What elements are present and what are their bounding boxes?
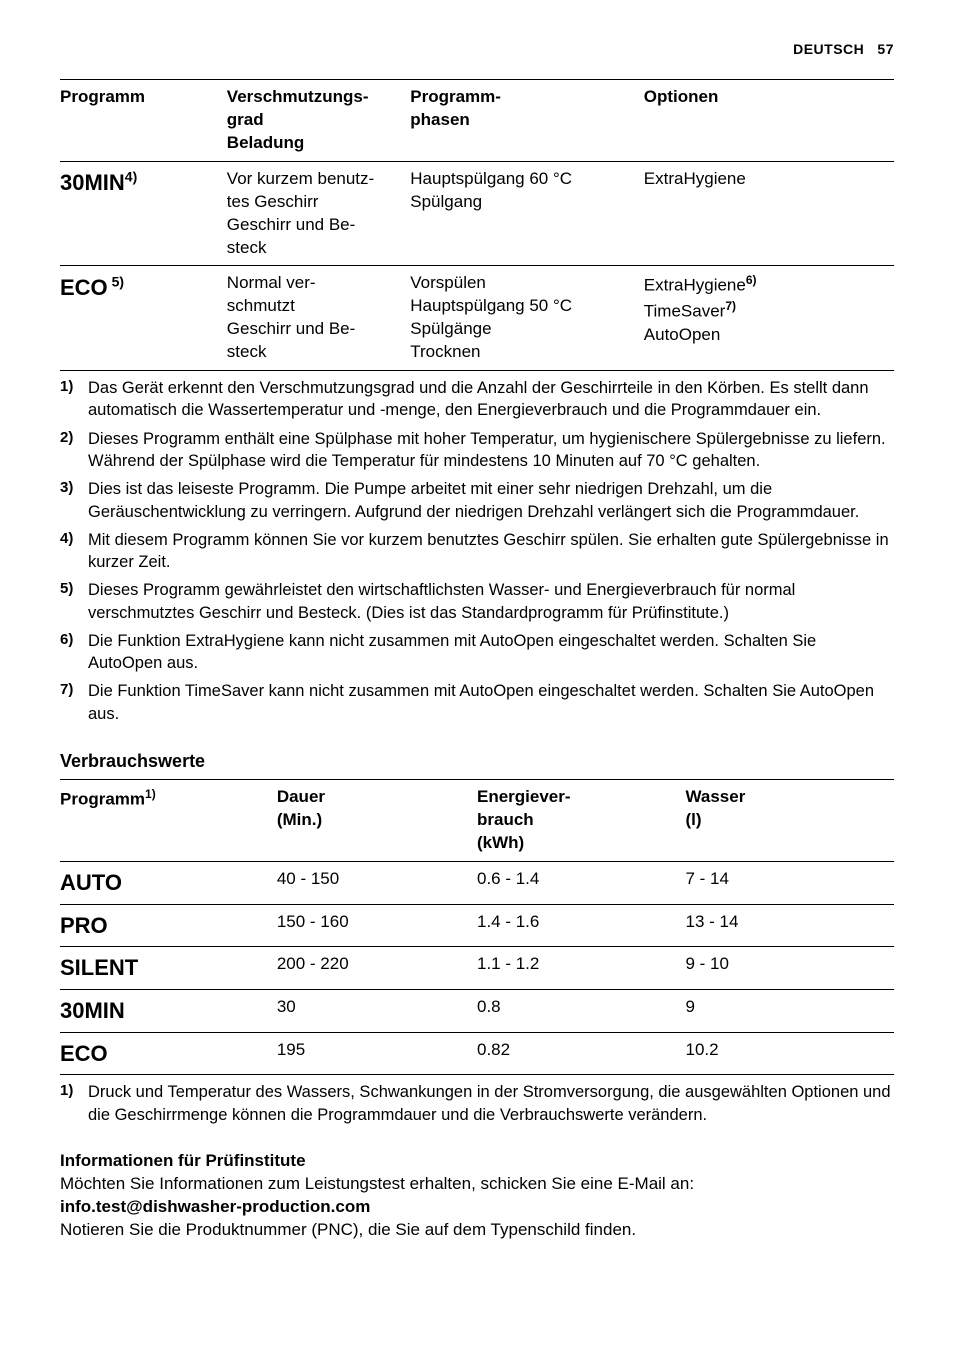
cell: 195 xyxy=(277,1032,477,1075)
program-name: ECO xyxy=(60,1041,108,1066)
cell: ExtraHygiene6)TimeSaver7)AutoOpen xyxy=(644,266,894,371)
table2-header: Programm1) xyxy=(60,780,277,862)
table2-header: Dauer(Min.) xyxy=(277,780,477,862)
footnote-number: 2) xyxy=(60,428,88,473)
table-row: 30MIN 300.89 xyxy=(60,990,894,1033)
consumption-table: Programm1)Dauer(Min.)Energiever-brauch(k… xyxy=(60,779,894,1075)
table-row: ECO 5) Normal ver-schmutztGeschirr und Be… xyxy=(60,266,894,371)
info-line1: Möchten Sie Informationen zum Leistungst… xyxy=(60,1173,894,1196)
cell: 9 - 10 xyxy=(685,947,894,990)
program-name: 30MIN4) xyxy=(60,170,137,195)
footnote: 4)Mit diesem Programm können Sie vor kur… xyxy=(60,529,894,574)
table-row: AUTO 40 - 1500.6 - 1.47 - 14 xyxy=(60,862,894,905)
section-title-consumption: Verbrauchswerte xyxy=(60,749,894,773)
table1-header: Programm-phasen xyxy=(410,79,644,161)
table-row: PRO 150 - 1601.4 - 1.613 - 14 xyxy=(60,904,894,947)
cell: 9 xyxy=(685,990,894,1033)
footnotes-2: 1)Druck und Temperatur des Wassers, Schw… xyxy=(60,1081,894,1126)
cell: 7 - 14 xyxy=(685,862,894,905)
table-row: 30MIN4) Vor kurzem benutz-tes GeschirrGes… xyxy=(60,161,894,266)
footnote: 6)Die Funktion ExtraHygiene kann nicht z… xyxy=(60,630,894,675)
cell: 200 - 220 xyxy=(277,947,477,990)
page-header: DEUTSCH 57 xyxy=(60,40,894,59)
cell: 1.1 - 1.2 xyxy=(477,947,686,990)
table2-header: Energiever-brauch(kWh) xyxy=(477,780,686,862)
footnote-text: Das Gerät erkennt den Verschmutzungsgrad… xyxy=(88,377,894,422)
table-row: SILENT 200 - 2201.1 - 1.29 - 10 xyxy=(60,947,894,990)
cell: 0.8 xyxy=(477,990,686,1033)
program-name: AUTO xyxy=(60,870,122,895)
footnote: 7)Die Funktion TimeSaver kann nicht zusa… xyxy=(60,680,894,725)
footnote: 3)Dies ist das leiseste Programm. Die Pu… xyxy=(60,478,894,523)
info-email: info.test@dishwasher-production.com xyxy=(60,1196,894,1219)
cell: Vor kurzem benutz-tes GeschirrGeschirr u… xyxy=(227,161,410,266)
footnote: 2)Dieses Programm enthält eine Spülphase… xyxy=(60,428,894,473)
footnote-number: 6) xyxy=(60,630,88,675)
program-name: 30MIN xyxy=(60,998,125,1023)
footnote-text: Dies ist das leiseste Programm. Die Pump… xyxy=(88,478,894,523)
program-name: PRO xyxy=(60,913,108,938)
info-block: Informationen für Prüfinstitute Möchten … xyxy=(60,1150,894,1242)
cell: Hauptspülgang 60 °CSpülgang xyxy=(410,161,644,266)
table-row: ECO 1950.8210.2 xyxy=(60,1032,894,1075)
program-name: ECO 5) xyxy=(60,275,124,300)
cell: 30 xyxy=(277,990,477,1033)
footnote: 1)Druck und Temperatur des Wassers, Schw… xyxy=(60,1081,894,1126)
footnote-number: 4) xyxy=(60,529,88,574)
footnote-text: Die Funktion TimeSaver kann nicht zusamm… xyxy=(88,680,894,725)
table1-header: Programm xyxy=(60,79,227,161)
header-lang: DEUTSCH xyxy=(793,41,864,57)
info-heading: Informationen für Prüfinstitute xyxy=(60,1150,894,1173)
footnote-text: Mit diesem Programm können Sie vor kurze… xyxy=(88,529,894,574)
footnote-number: 7) xyxy=(60,680,88,725)
cell: 0.6 - 1.4 xyxy=(477,862,686,905)
footnote-number: 3) xyxy=(60,478,88,523)
footnote-text: Dieses Programm enthält eine Spülphase m… xyxy=(88,428,894,473)
programs-table: ProgrammVerschmutzungs-gradBeladungProgr… xyxy=(60,79,894,371)
table1-header: Optionen xyxy=(644,79,894,161)
cell: 40 - 150 xyxy=(277,862,477,905)
cell: 1.4 - 1.6 xyxy=(477,904,686,947)
cell: 10.2 xyxy=(685,1032,894,1075)
footnote-number: 1) xyxy=(60,1081,88,1126)
header-page: 57 xyxy=(877,41,894,57)
info-line2: Notieren Sie die Produktnummer (PNC), di… xyxy=(60,1219,894,1242)
cell: Normal ver-schmutztGeschirr und Be-steck xyxy=(227,266,410,371)
program-name: SILENT xyxy=(60,955,138,980)
cell: 150 - 160 xyxy=(277,904,477,947)
footnote-number: 1) xyxy=(60,377,88,422)
cell: VorspülenHauptspülgang 50 °CSpülgängeTro… xyxy=(410,266,644,371)
footnote-number: 5) xyxy=(60,579,88,624)
footnote-text: Druck und Temperatur des Wassers, Schwan… xyxy=(88,1081,894,1126)
footnote: 5)Dieses Programm gewährleistet den wirt… xyxy=(60,579,894,624)
footnote-text: Dieses Programm gewährleistet den wirtsc… xyxy=(88,579,894,624)
footnote-text: Die Funktion ExtraHygiene kann nicht zus… xyxy=(88,630,894,675)
cell: 13 - 14 xyxy=(685,904,894,947)
table2-header: Wasser(l) xyxy=(685,780,894,862)
cell: 0.82 xyxy=(477,1032,686,1075)
table1-header: Verschmutzungs-gradBeladung xyxy=(227,79,410,161)
cell: ExtraHygiene xyxy=(644,161,894,266)
footnotes-1: 1)Das Gerät erkennt den Verschmutzungsgr… xyxy=(60,377,894,725)
footnote: 1)Das Gerät erkennt den Verschmutzungsgr… xyxy=(60,377,894,422)
